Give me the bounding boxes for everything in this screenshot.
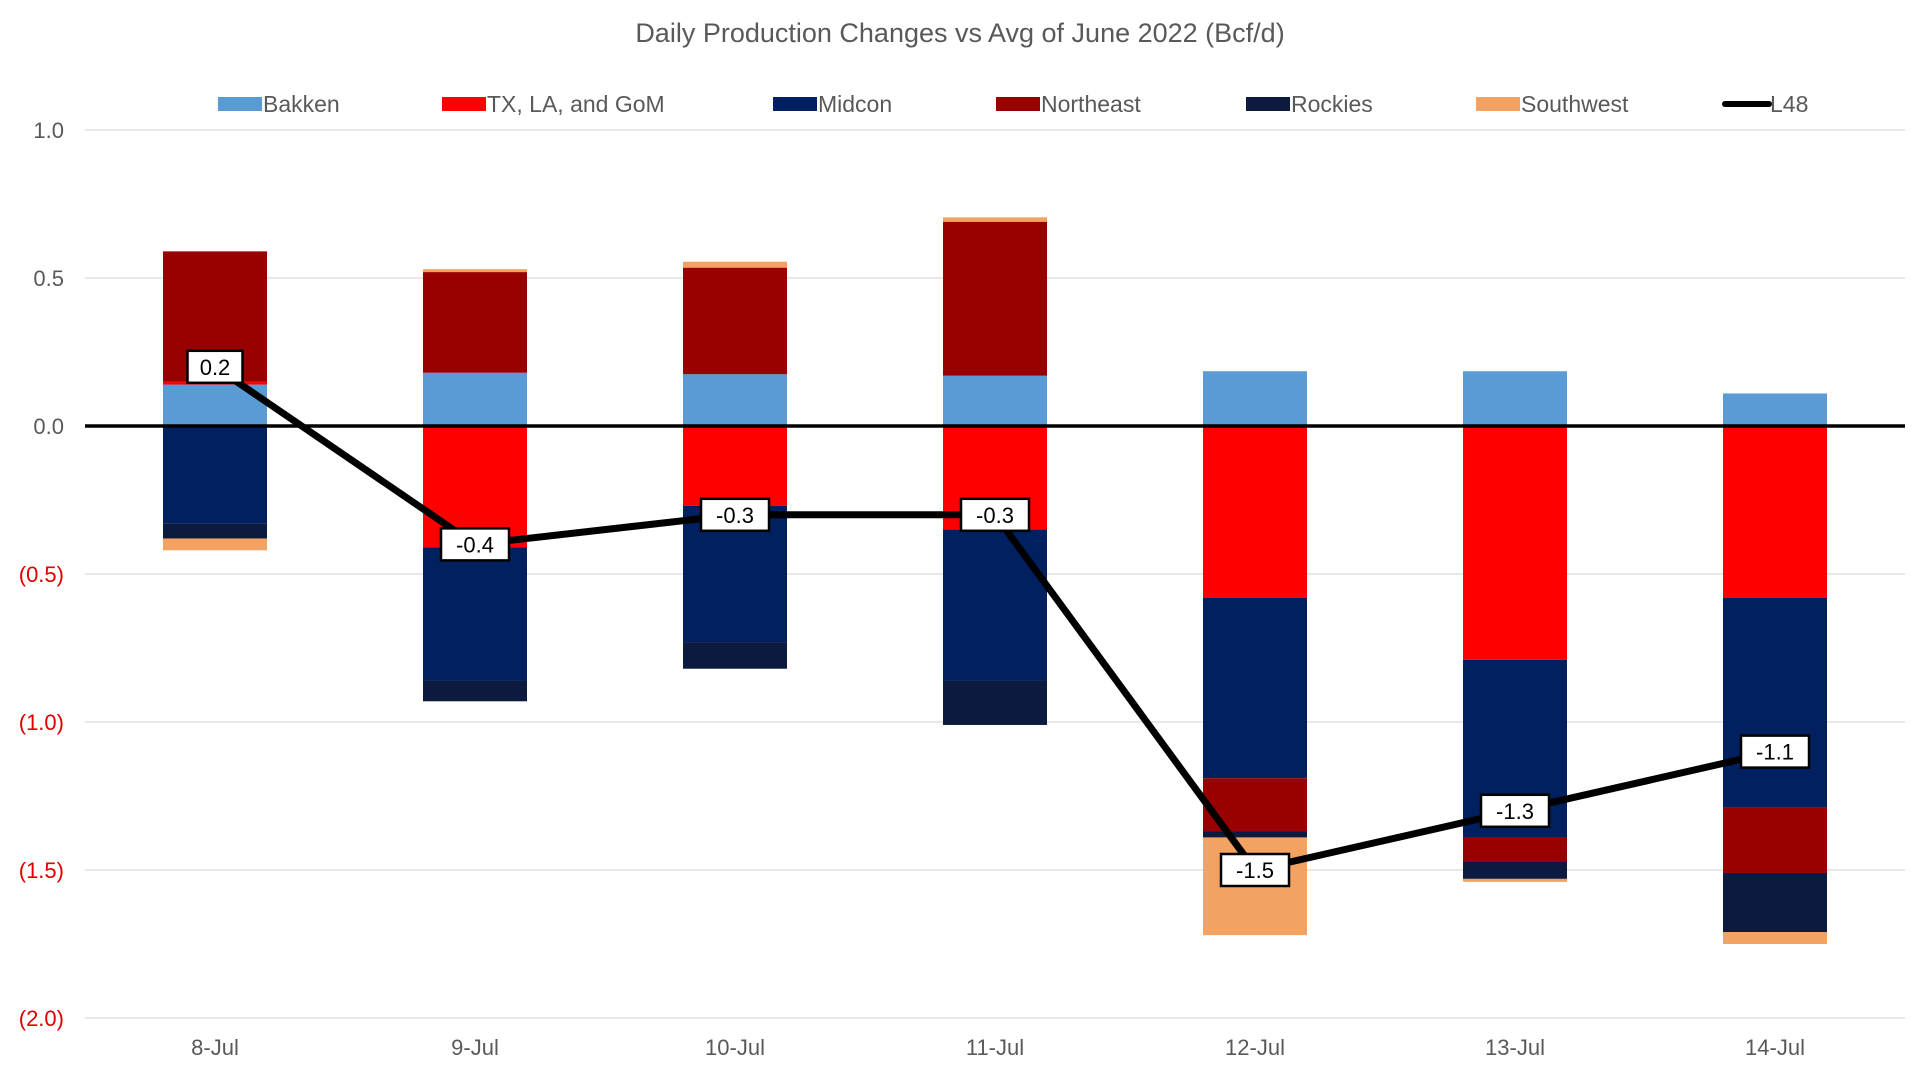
bar-rockies <box>943 680 1047 725</box>
bar-southwest <box>1463 878 1567 882</box>
bar-rockies <box>683 642 787 669</box>
x-tick-label: 13-Jul <box>1485 1035 1545 1060</box>
x-tick-label: 10-Jul <box>705 1035 765 1060</box>
legend-swatch-southwest <box>1476 97 1520 111</box>
legend-swatch-bakken <box>218 97 262 111</box>
bar-southwest <box>423 269 527 273</box>
legend-label-bakken: Bakken <box>263 91 340 117</box>
bar-southwest <box>943 217 1047 222</box>
chart-legend: Bakken TX, LA, and GoM Midcon Northeast Rock… <box>218 91 1808 117</box>
bar-rockies <box>423 680 527 702</box>
bar-rockies <box>1203 831 1307 838</box>
legend-swatch-tx-la-and-gom <box>442 97 486 111</box>
y-tick-label: (1.5) <box>19 858 64 883</box>
data-label: -0.3 <box>976 503 1014 528</box>
y-tick-label: 0.0 <box>33 414 64 439</box>
bar-midcon <box>1203 597 1307 779</box>
bar-tx-la-and-gom <box>683 426 787 506</box>
bar-bakken <box>943 375 1047 426</box>
bar-rockies <box>1723 872 1827 933</box>
data-label: 0.2 <box>200 355 231 380</box>
bar-southwest <box>683 261 787 268</box>
bar-tx-la-and-gom <box>423 426 527 548</box>
bar-northeast <box>1463 837 1567 862</box>
y-tick-label: (0.5) <box>19 562 64 587</box>
x-tick-label: 12-Jul <box>1225 1035 1285 1060</box>
bar-southwest <box>163 538 267 551</box>
data-label-box <box>699 497 771 533</box>
bar-midcon <box>163 426 267 524</box>
legend-swatch-northeast <box>996 97 1040 111</box>
y-tick-label: 0.5 <box>33 266 64 291</box>
x-tick-label: 14-Jul <box>1745 1035 1805 1060</box>
bar-northeast <box>1723 807 1827 873</box>
x-tick-label: 11-Jul <box>966 1035 1024 1060</box>
bar-bakken <box>423 372 527 426</box>
legend-label-l48: L48 <box>1770 91 1808 117</box>
bar-tx-la-and-gom <box>1203 426 1307 598</box>
l48-line: 0.2 -0.4 -0.3 -0.3 -1.5 -1.3 -1.1 <box>186 349 1811 888</box>
data-label: -1.1 <box>1756 740 1794 765</box>
data-label-box <box>1739 734 1811 769</box>
bar-rockies <box>163 523 267 539</box>
x-tick-label: 8-Jul <box>191 1035 239 1060</box>
legend-label-midcon: Midcon <box>818 91 892 117</box>
legend-label-tx-la-and-gom: TX, LA, and GoM <box>487 91 665 117</box>
bar-southwest <box>1723 932 1827 944</box>
bar-midcon <box>423 547 527 681</box>
y-tick-label: (1.0) <box>19 710 64 735</box>
bar-northeast <box>683 267 787 375</box>
y-tick-label: 1.0 <box>33 118 64 143</box>
bar-bakken <box>1463 371 1567 426</box>
bar-bakken <box>1723 393 1827 426</box>
data-label-box <box>959 497 1031 533</box>
data-label: -0.3 <box>716 503 754 528</box>
data-label-box <box>439 527 511 562</box>
legend-label-southwest: Southwest <box>1521 91 1629 117</box>
legend-swatch-rockies <box>1246 97 1290 111</box>
bar-tx-la-and-gom <box>1723 426 1827 598</box>
bar-series <box>163 217 1827 944</box>
y-axis: 1.0 0.5 0.0 (0.5) (1.0) (1.5) (2.0) <box>19 118 64 1031</box>
bar-midcon <box>1723 597 1827 808</box>
data-label-box <box>1219 852 1291 888</box>
x-tick-label: 9-Jul <box>451 1035 499 1060</box>
legend-label-northeast: Northeast <box>1041 91 1141 117</box>
bar-tx-la-and-gom <box>1463 426 1567 660</box>
bar-bakken <box>683 374 787 426</box>
bar-bakken <box>1203 371 1307 426</box>
x-axis: 8-Jul 9-Jul 10-Jul 11-Jul 12-Jul 13-Jul 14-Jul <box>191 1035 1805 1060</box>
bar-midcon <box>943 529 1047 681</box>
data-label-box <box>186 349 244 385</box>
legend-swatch-midcon <box>773 97 817 111</box>
data-label-box <box>1479 793 1551 829</box>
y-tick-label: (2.0) <box>19 1006 64 1031</box>
data-label: -1.3 <box>1496 799 1534 824</box>
chart-title: Daily Production Changes vs Avg of June … <box>635 18 1284 48</box>
data-label: -0.4 <box>456 532 494 557</box>
bar-northeast <box>423 272 527 373</box>
data-label: -1.5 <box>1236 858 1274 883</box>
bar-northeast <box>943 221 1047 376</box>
legend-label-rockies: Rockies <box>1291 91 1373 117</box>
bar-rockies <box>1463 861 1567 879</box>
